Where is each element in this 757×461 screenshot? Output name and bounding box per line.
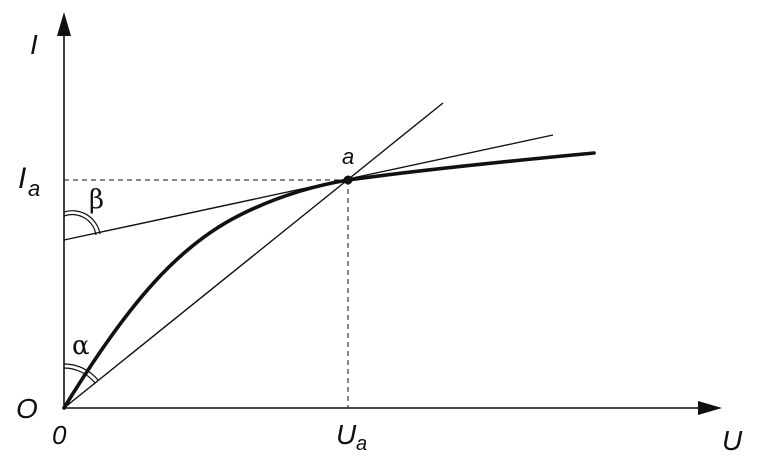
origin-letter-label: O [16, 393, 38, 424]
beta-label: β [89, 185, 104, 215]
y-axis-label: I [30, 29, 38, 60]
x-axis-arrow-icon [698, 401, 722, 415]
ia-label-main: I [18, 162, 26, 195]
point-a-dot [343, 175, 353, 185]
ua-label-main: U [336, 419, 357, 450]
point-a-label: a [342, 144, 354, 169]
alpha-angle-arc-inner [63, 367, 96, 384]
ia-label-sub: a [28, 176, 40, 201]
x-axis-label: U [722, 425, 743, 456]
alpha-angle-arc-outer [63, 363, 99, 381]
chord-line [63, 102, 444, 409]
y-axis-arrow-icon [57, 12, 71, 36]
origin-zero-label: 0 [52, 420, 67, 450]
ua-label-sub: a [356, 433, 367, 455]
beta-angle-arc-outer [63, 210, 101, 235]
beta-angle-arc-inner [63, 213, 97, 236]
alpha-label: α [72, 331, 90, 361]
characteristic-curve [62, 151, 596, 410]
